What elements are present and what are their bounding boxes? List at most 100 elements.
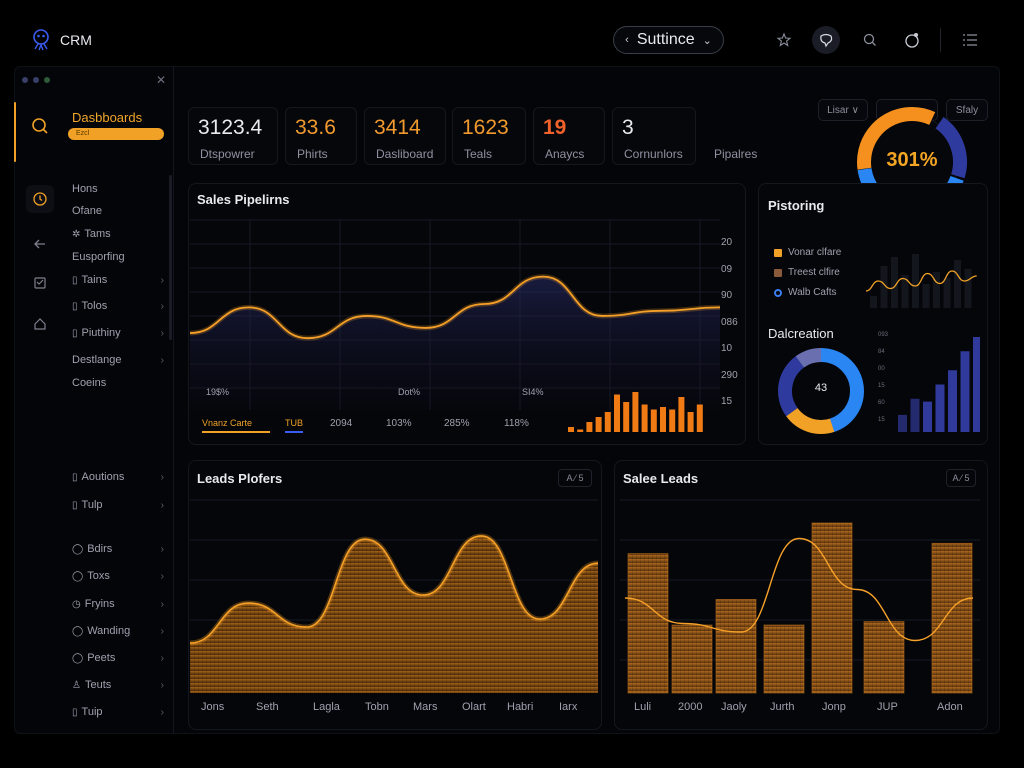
pipeline-tab[interactable]: 2094	[330, 418, 353, 429]
pistoring-bar	[891, 257, 898, 308]
clock-icon[interactable]	[26, 185, 54, 213]
x-tick-label: Seth	[256, 701, 279, 713]
x-tick-label: Adon	[937, 701, 963, 713]
sales-leads-bar	[863, 621, 905, 694]
brand-logo-icon	[33, 29, 49, 51]
pipeline-bar	[696, 404, 703, 432]
kpi-value: 3414	[374, 116, 421, 139]
series-line	[190, 275, 720, 340]
sidebar-item[interactable]: Destlange ›	[72, 354, 164, 366]
sidebar-item-icon: ▯	[72, 274, 78, 286]
kpi-label: Teals	[464, 147, 493, 161]
series-area	[190, 535, 598, 693]
sidebar-item[interactable]: ✲ Tams	[72, 228, 164, 240]
pistoring-bar	[870, 296, 877, 308]
pipeline-tab[interactable]: 285%	[444, 418, 470, 429]
chevron-right-icon: ›	[160, 598, 164, 610]
search-icon[interactable]	[26, 112, 54, 140]
legend-label: Treest clfire	[788, 267, 840, 278]
pipeline-tab[interactable]: TUB	[285, 418, 303, 428]
document-icon[interactable]	[26, 269, 54, 297]
menu-icon[interactable]	[956, 26, 984, 54]
sidebar-scrollbar[interactable]	[169, 175, 172, 340]
search-icon[interactable]	[856, 26, 884, 54]
pistoring-chart	[866, 254, 977, 308]
x-tick-label: Jonp	[822, 701, 846, 713]
chevron-down-icon[interactable]: ⌄	[702, 34, 712, 47]
sidebar-badge: Ezcl	[68, 128, 164, 140]
legend-label: Vonar clfare	[788, 247, 842, 258]
pipeline-bar	[632, 392, 639, 432]
kpi-value: 33.6	[295, 116, 336, 139]
sidebar-item[interactable]: ◯ Bdirs ›	[72, 543, 164, 555]
kpi-card[interactable]	[364, 107, 446, 165]
kpi-label: Dtspowrer	[200, 147, 255, 161]
sidebar-item-icon: ▯	[72, 706, 78, 718]
sidebar-item[interactable]: Coeins	[72, 377, 164, 389]
home-icon[interactable]	[26, 310, 54, 338]
chevron-right-icon: ›	[160, 706, 164, 718]
kpi-label: Pipalres	[714, 147, 758, 161]
filter-dropdown[interactable]: Lisar ∨	[818, 99, 868, 121]
sidebar-item[interactable]: Hons	[72, 183, 164, 195]
y-tick-label: 60	[878, 400, 885, 406]
pipeline-tab-underline	[285, 431, 303, 433]
workspace-switcher[interactable]: ‹ Suttince ⌄	[613, 26, 724, 54]
dalcreation-bar	[898, 414, 907, 432]
sidebar-item[interactable]: ▯ Tolos ›	[72, 300, 164, 312]
kpi-card[interactable]	[533, 107, 605, 165]
x-tick-label: Jaoly	[721, 701, 747, 713]
sidebar-item-label: Aoutions	[81, 471, 125, 483]
series-line	[624, 537, 974, 642]
sidebar-item-label: Coeins	[72, 377, 107, 389]
pipeline-bar	[577, 429, 584, 432]
filter-button[interactable]: Sfaly	[946, 99, 988, 121]
sidebar-item-icon: ▯	[72, 471, 78, 483]
sidebar-item[interactable]: ▯ Tains ›	[72, 274, 164, 286]
back-arrow-icon[interactable]	[26, 230, 54, 258]
star-icon[interactable]	[770, 26, 798, 54]
sidebar-item[interactable]: ▯ Tuip ›	[72, 706, 164, 718]
close-icon[interactable]: ✕	[156, 73, 167, 87]
chevron-left-icon[interactable]: ‹	[625, 34, 629, 46]
pistoring-bar	[901, 275, 909, 308]
sidebar-item[interactable]: ▯ Aoutions ›	[72, 471, 164, 483]
kpi-card[interactable]	[452, 107, 526, 165]
sidebar-title[interactable]: Dasbboards	[72, 110, 143, 125]
sidebar-item[interactable]: ▯ Tulp ›	[72, 499, 164, 511]
app-name: CRM	[60, 32, 92, 48]
x-tick-label: Iarx	[559, 701, 578, 713]
pipeline-bar	[669, 409, 676, 432]
pipeline-tab[interactable]: 103%	[386, 418, 412, 429]
kpi-label: Dasliboard	[376, 147, 434, 161]
kpi-card[interactable]	[188, 107, 278, 165]
sidebar-item[interactable]: ◯ Toxs ›	[72, 570, 164, 582]
kpi-card[interactable]	[285, 107, 357, 165]
pistoring-bar	[880, 266, 888, 308]
x-tick-label: Olart	[462, 701, 486, 713]
pipeline-tab[interactable]: 118%	[504, 418, 529, 429]
sidebar-item[interactable]: ♙ Teuts ›	[72, 679, 164, 691]
active-indicator	[14, 102, 16, 162]
dalcreation-bar	[910, 398, 920, 432]
chat-icon[interactable]	[812, 26, 840, 54]
dalcreation-bar	[923, 401, 932, 432]
sidebar-item[interactable]: ◯ Wanding ›	[72, 625, 164, 637]
sidebar-item[interactable]: Eusporfing	[72, 251, 164, 263]
sidebar-item-label: Tulp	[81, 499, 103, 511]
y-tick-label: 20	[721, 237, 733, 248]
pipeline-tab[interactable]: Vnanz Carte	[202, 418, 253, 428]
dalcreation-bar	[935, 384, 945, 432]
sidebar-item[interactable]: ▯ Piuthiny ›	[72, 327, 164, 339]
kpi-card[interactable]	[612, 107, 696, 165]
chevron-right-icon: ›	[160, 499, 164, 511]
leads-plofers-options-button[interactable]: A ⁄ 5	[558, 469, 592, 487]
sidebar-item[interactable]: Ofane	[72, 205, 164, 217]
sidebar-item[interactable]: ◯ Peets ›	[72, 652, 164, 664]
notification-icon[interactable]	[898, 26, 926, 54]
sales-leads-options-button[interactable]: A ⁄ 5	[946, 469, 976, 487]
window-dot	[44, 77, 50, 83]
pipeline-bar	[650, 409, 657, 432]
sidebar-item[interactable]: ◷ Fryins ›	[72, 598, 164, 610]
sidebar-item-label: Tolos	[81, 300, 108, 312]
